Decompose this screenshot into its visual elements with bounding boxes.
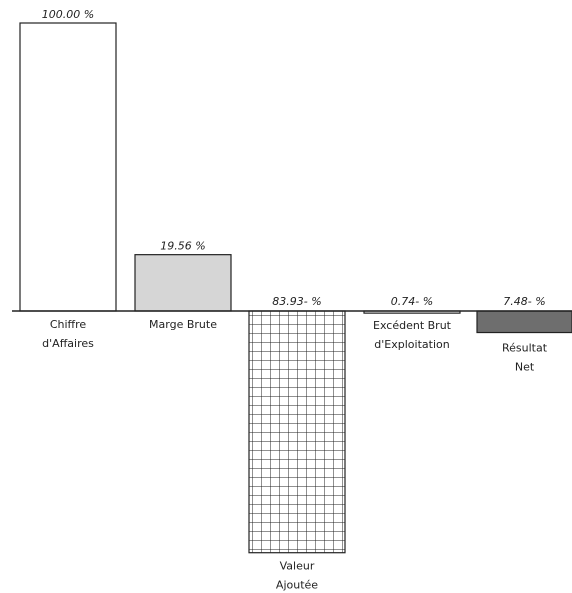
value-label-0: 100.00 %	[42, 8, 94, 21]
bar-4	[476, 310, 572, 334]
value-label-2: 83.93- %	[272, 295, 321, 308]
category-label-0-line-1: d'Affaires	[42, 337, 94, 350]
labels-group: 100.00 % Chiffre d'Affaires 19.56 % Marge Br…	[42, 8, 548, 592]
category-label-2-line-0: Valeur	[280, 560, 315, 573]
bar-0	[19, 22, 117, 312]
value-label-4: 7.48- %	[503, 295, 545, 308]
category-label-2-line-1: Ajoutée	[276, 579, 318, 592]
category-label-4-line-1: Net	[515, 361, 535, 374]
category-label-0-line-0: Chiffre	[50, 318, 87, 331]
category-label-3-line-1: d'Exploitation	[374, 338, 449, 351]
bars-group	[19, 22, 572, 554]
bar-1	[134, 254, 232, 312]
value-label-3: 0.74- %	[391, 295, 433, 308]
category-label-4-line-0: Résultat	[502, 342, 548, 355]
value-label-1: 19.56 %	[160, 240, 205, 253]
category-label-1-line-0: Marge Brute	[149, 318, 217, 331]
bar-2	[248, 310, 346, 554]
category-label-3-line-0: Excédent Brut	[373, 319, 452, 332]
